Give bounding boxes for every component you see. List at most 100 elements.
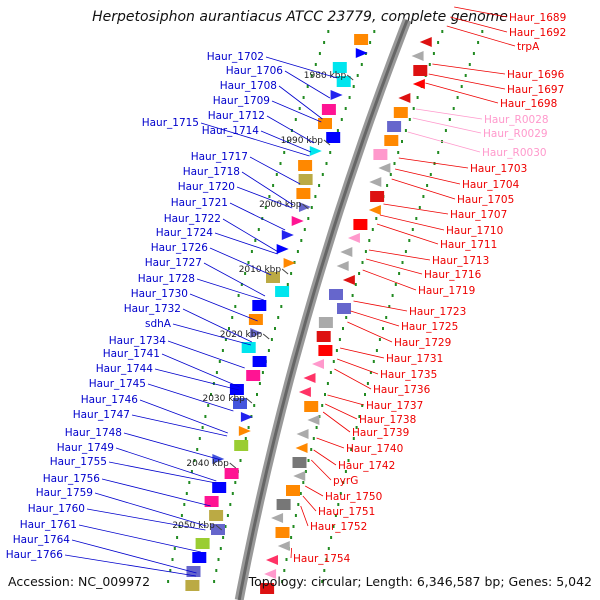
guide-dot [290,272,293,275]
gene-arrow [355,48,368,58]
guide-dot [234,305,237,308]
guide-dot [323,41,326,44]
left-gene-label: Haur_1744 [96,363,154,375]
guide-dot [277,316,280,319]
left-leader-line [94,492,207,527]
guide-dot [375,217,378,220]
guide-dot [302,481,305,484]
right-gene-label: Haur_1740 [346,443,403,455]
kbp-tick-label: 2000 kbp [259,200,302,210]
left-leader-line [147,383,234,412]
guide-dot [325,162,328,165]
left-leader-line [161,353,240,388]
guide-dot [323,569,326,572]
guide-dot [352,85,355,88]
right-leader-line [322,411,351,433]
guide-dot [448,118,451,121]
left-gene-label: sdhA [145,318,172,330]
guide-dot [310,74,313,77]
guide-dot [283,569,286,572]
guide-dot [464,74,467,77]
guide-dot [303,228,306,231]
guide-dot [167,580,170,583]
left-gene-label: Haur_1724 [156,227,214,239]
left-leader-line [196,278,264,301]
gene-arrow [419,37,432,47]
gene-arrow [309,146,322,156]
guide-dot [196,448,199,451]
gene-block [329,289,343,300]
guide-dot [224,338,227,341]
guide-dot [369,41,372,44]
left-gene-label: Haur_1741 [103,348,160,360]
guide-dot [344,107,347,110]
gene-block [204,496,219,507]
guide-dot [231,316,234,319]
right-leader-line [336,358,379,375]
right-gene-label: Haur_1692 [509,27,566,39]
left-gene-label: Haur_1745 [89,378,146,390]
guide-dot [297,503,300,506]
gene-arrow [276,244,289,254]
gene-arrow [250,328,263,338]
guide-dot [228,327,230,330]
right-gene-label: Haur_1703 [470,163,527,175]
right-gene-label: Haur_1707 [450,209,507,221]
guide-dot [185,492,188,495]
guide-dot [389,173,392,176]
guide-dot [468,63,471,66]
gene-block [286,485,300,496]
left-leader-line [260,130,312,153]
gene-block [354,34,369,45]
right-leader-line [365,258,423,275]
kbp-tick-mark [281,268,289,275]
guide-dot [250,250,253,253]
right-gene-labels: Haur_1689 Haur_1692 trpA Haur_1696 Haur_1697… [290,6,566,565]
left-gene-label: Haur_1706 [226,65,284,77]
kbp-tick-mark [215,524,223,531]
gene-block [318,345,333,356]
gene-arrow [264,569,277,579]
guide-dot [388,305,391,308]
guide-dot [285,558,288,561]
guide-dot [327,30,330,33]
left-leader-line [108,461,216,484]
gene-block [318,118,332,129]
guide-dot [244,272,247,275]
guide-dot [234,481,237,484]
guide-dot [173,547,176,550]
gene-arrow [330,90,343,100]
guide-dot [342,327,344,330]
right-gene-label: Haur_1736 [373,384,431,396]
guide-dot [342,481,345,484]
guide-dot [364,250,367,253]
right-gene-label: Haur_1737 [366,400,423,412]
guide-dot [298,107,301,110]
left-gene-label: Haur_1709 [213,95,270,107]
left-leader-line [182,308,252,343]
left-gene-label: Haur_1749 [57,442,114,454]
guide-dot [258,382,261,385]
right-leader-line [327,394,365,406]
left-gene-label: Haur_1766 [6,549,64,561]
guide-dot [355,426,358,429]
guide-dot [481,30,484,33]
guide-dot [324,393,326,396]
gene-arrow [307,415,320,425]
guide-dot [412,107,415,110]
guide-dot [312,437,315,440]
guide-dot [290,536,293,539]
kbp-tick-label: 2040 kbp [186,459,229,469]
right-leader-line [395,168,461,185]
guide-dot [270,338,273,341]
guide-dot [231,492,234,495]
gene-block [336,76,351,87]
guide-dot [432,52,435,55]
left-gene-label: Haur_1722 [164,213,221,225]
guide-dot [364,393,366,396]
genome-summary-text: Topology: circular; Length: 6,346,587 bp… [248,574,592,589]
guide-dot [294,118,297,121]
guide-dot [310,448,313,451]
left-leader-line [214,232,278,255]
